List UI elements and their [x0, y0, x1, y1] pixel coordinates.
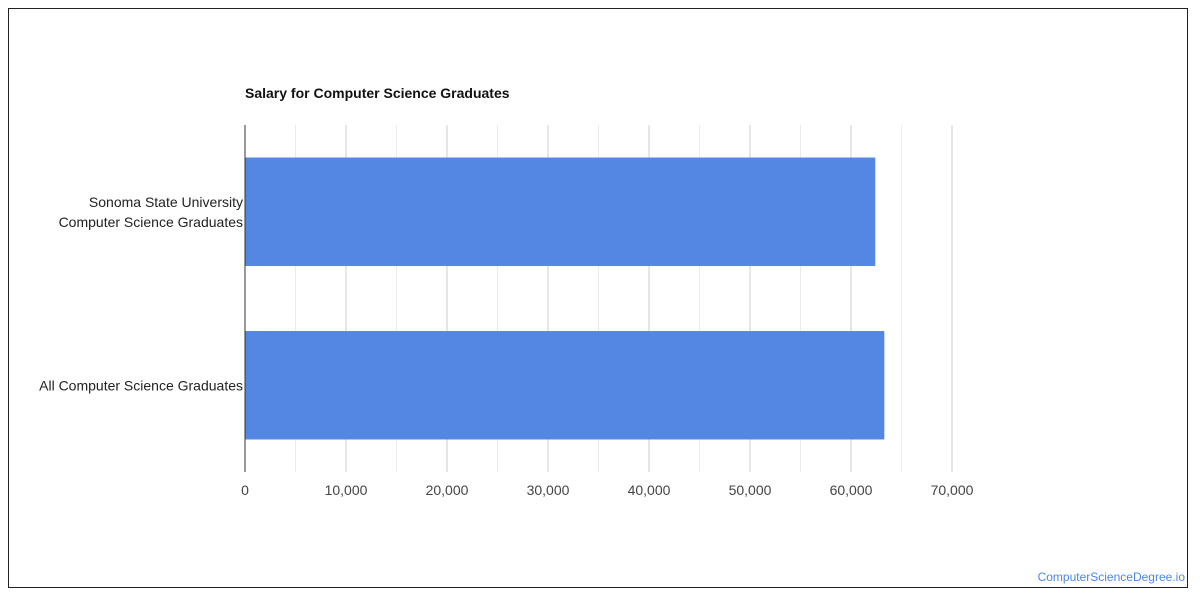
x-tick-label-3: 30,000: [527, 482, 570, 498]
category-label-0-1: Computer Science Graduates: [59, 214, 243, 230]
bar-0: [245, 157, 876, 266]
category-label-0-0: Sonoma State University: [89, 194, 243, 210]
x-tick-label-4: 40,000: [628, 482, 671, 498]
bar-1: [245, 331, 885, 440]
x-tick-label-6: 60,000: [830, 482, 873, 498]
labels: Sonoma State University Computer Science …: [39, 194, 973, 498]
chart-title: Salary for Computer Science Graduates: [245, 85, 510, 101]
x-tick-label-5: 50,000: [729, 482, 772, 498]
x-tick-label-7: 70,000: [931, 482, 974, 498]
site-credit-link[interactable]: ComputerScienceDegree.io: [1037, 570, 1185, 584]
x-tick-label-2: 20,000: [426, 482, 469, 498]
x-tick-label-0: 0: [241, 482, 249, 498]
bars: [245, 157, 885, 440]
category-label-1-0: All Computer Science Graduates: [39, 377, 243, 393]
x-tick-label-1: 10,000: [325, 482, 368, 498]
